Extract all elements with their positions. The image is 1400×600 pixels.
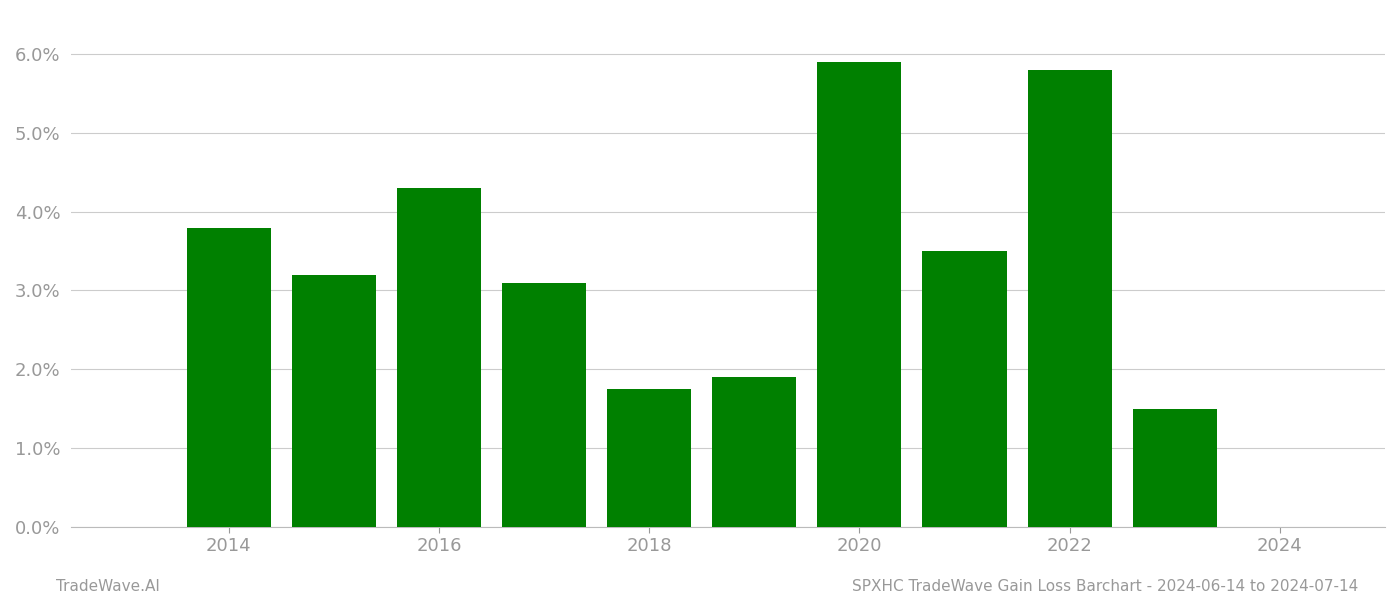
Bar: [818, 62, 902, 527]
Bar: [291, 275, 375, 527]
Bar: [713, 377, 797, 527]
Bar: [186, 227, 270, 527]
Bar: [923, 251, 1007, 527]
Text: TradeWave.AI: TradeWave.AI: [56, 579, 160, 594]
Bar: [503, 283, 587, 527]
Bar: [1133, 409, 1217, 527]
Bar: [398, 188, 482, 527]
Bar: [1028, 70, 1112, 527]
Bar: [608, 389, 692, 527]
Text: SPXHC TradeWave Gain Loss Barchart - 2024-06-14 to 2024-07-14: SPXHC TradeWave Gain Loss Barchart - 202…: [851, 579, 1358, 594]
